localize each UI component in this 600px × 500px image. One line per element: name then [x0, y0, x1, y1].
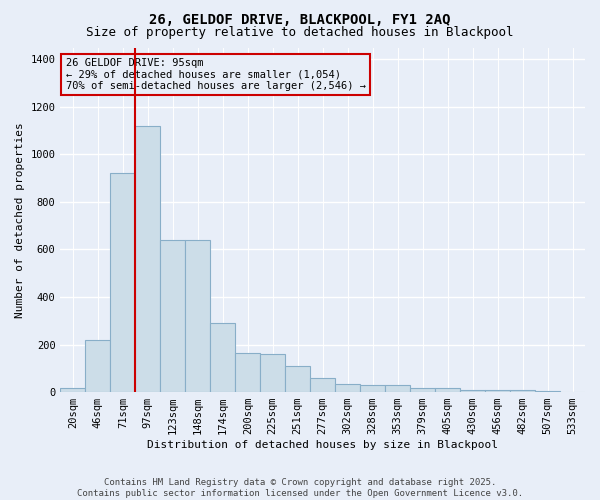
Bar	[210, 323, 235, 392]
Bar	[260, 354, 285, 392]
Bar	[460, 390, 485, 392]
Bar	[410, 388, 435, 392]
X-axis label: Distribution of detached houses by size in Blackpool: Distribution of detached houses by size …	[147, 440, 498, 450]
Bar	[110, 174, 136, 392]
Bar	[360, 386, 385, 392]
Bar	[535, 391, 560, 392]
Text: Size of property relative to detached houses in Blackpool: Size of property relative to detached ho…	[86, 26, 514, 39]
Y-axis label: Number of detached properties: Number of detached properties	[15, 122, 25, 318]
Bar	[235, 353, 260, 392]
Text: 26 GELDOF DRIVE: 95sqm
← 29% of detached houses are smaller (1,054)
70% of semi-: 26 GELDOF DRIVE: 95sqm ← 29% of detached…	[65, 58, 365, 91]
Bar	[385, 386, 410, 392]
Text: Contains HM Land Registry data © Crown copyright and database right 2025.
Contai: Contains HM Land Registry data © Crown c…	[77, 478, 523, 498]
Bar	[136, 126, 160, 392]
Bar	[435, 388, 460, 392]
Text: 26, GELDOF DRIVE, BLACKPOOL, FY1 2AQ: 26, GELDOF DRIVE, BLACKPOOL, FY1 2AQ	[149, 12, 451, 26]
Bar	[285, 366, 310, 392]
Bar	[85, 340, 110, 392]
Bar	[485, 390, 510, 392]
Bar	[61, 388, 85, 392]
Bar	[510, 390, 535, 392]
Bar	[185, 240, 210, 392]
Bar	[160, 240, 185, 392]
Bar	[335, 384, 360, 392]
Bar	[310, 378, 335, 392]
